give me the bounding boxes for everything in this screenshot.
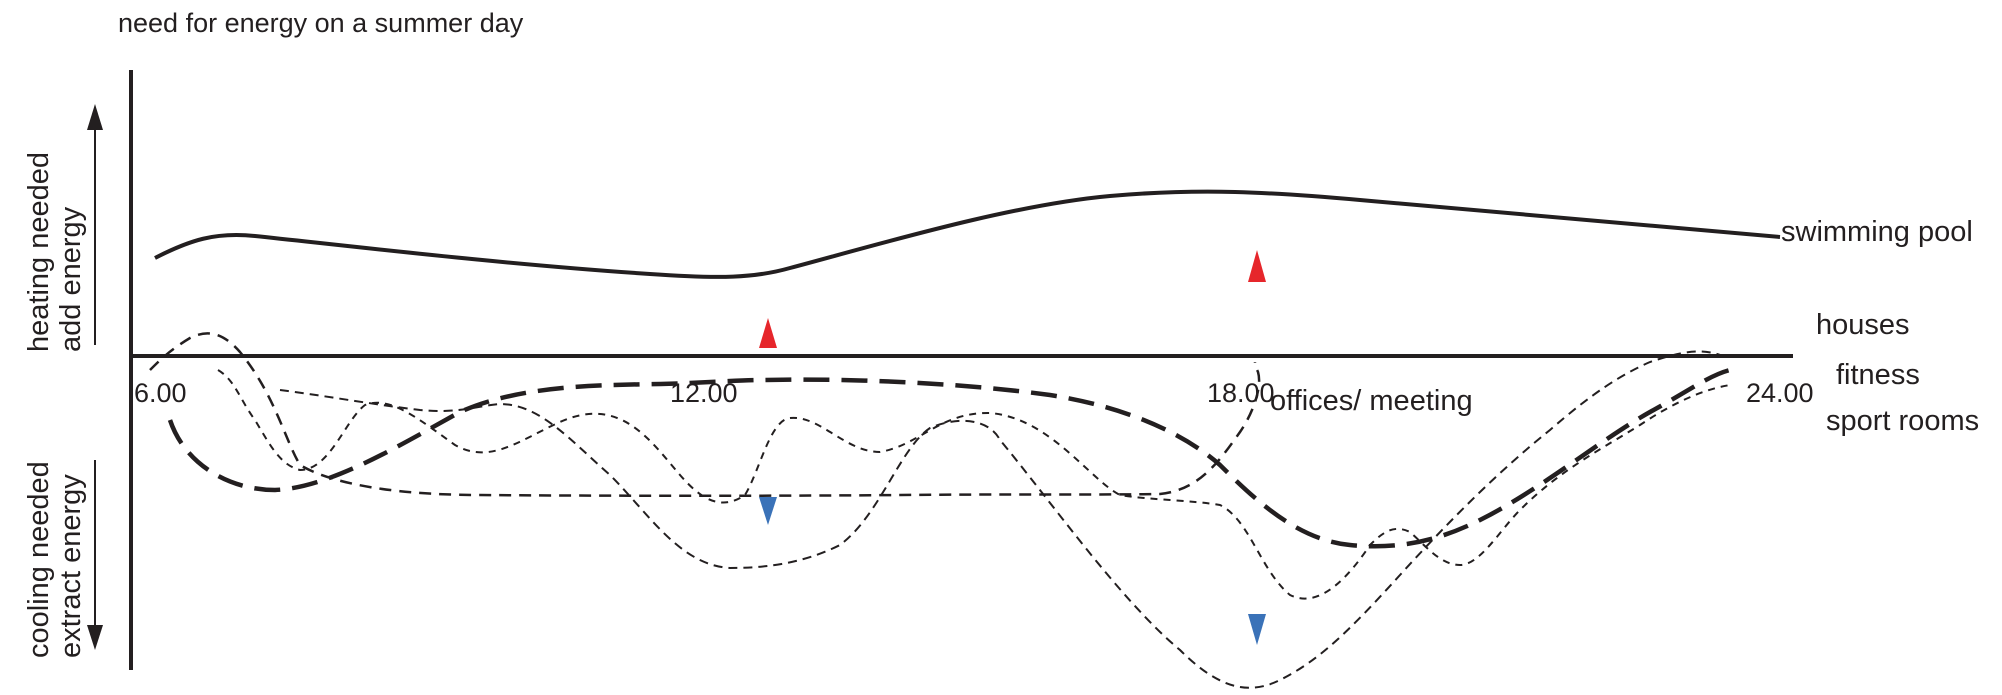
noon-energy-arrow-icon: [759, 318, 777, 525]
heating-needed-label: heating needed: [23, 152, 55, 352]
offices-meeting-label: offices/ meeting: [1270, 385, 1473, 417]
tick-6: 6.00: [134, 378, 187, 408]
tick-24: 24.00: [1746, 378, 1814, 408]
cooling-needed-label: cooling needed: [23, 461, 55, 658]
houses-curve: [167, 367, 1731, 549]
houses-label: houses: [1816, 309, 1910, 341]
fitness-label: fitness: [1836, 359, 1920, 391]
extract-energy-label: extract energy: [55, 474, 87, 658]
sport-rooms-curve: [217, 369, 1731, 600]
heating-arrow-icon: [87, 104, 103, 345]
tick-18: 18.00: [1207, 378, 1275, 408]
swimming-pool-curve: [154, 189, 1781, 279]
diagram-title: need for energy on a summer day: [118, 8, 524, 38]
tick-12: 12.00: [670, 378, 738, 408]
fitness-curve: [149, 332, 1261, 497]
add-energy-label: add energy: [55, 206, 87, 352]
cooling-arrow-icon: [87, 460, 103, 650]
swimming-pool-label: swimming pool: [1781, 216, 1973, 248]
sport-rooms-label: sport rooms: [1826, 405, 1979, 437]
offices-meeting-curve: [279, 350, 1721, 689]
evening-energy-arrow-icon: [1248, 250, 1266, 645]
